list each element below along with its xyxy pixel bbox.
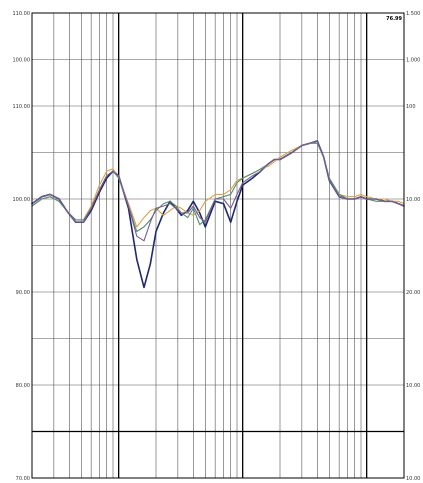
y-tick-label-right: 10.00 [406,197,420,203]
y-tick-label-left: 80.00 [16,383,30,389]
y-tick-label-right: 20.00 [406,290,420,296]
y-tick-label-right: 10.00 [406,476,420,482]
series-line-2 [31,142,405,228]
plot-frame [31,12,405,479]
y-tick-label-left: 110.00 [13,104,31,110]
y-tick-label-left: 100.00 [13,197,31,203]
corner-label: 76.99 [386,16,402,22]
tick-labels: 110.00 100.00 110.00 100.00 90.00 80.00 70.00 1… [13,11,421,482]
y-tick-label-right: 10.00 [406,383,420,389]
grid-major [32,13,404,478]
y-tick-label-left: 70.00 [16,476,30,482]
y-tick-label-right: 1.000 [406,58,420,64]
y-tick-label-right: 100 [406,104,416,110]
y-tick-label-left: 110.00 [13,11,31,17]
y-tick-label-left: 100.00 [13,58,31,64]
series-line-4 [31,140,405,242]
y-tick-label-right: 1.500 [406,11,420,17]
y-tick-label-left: 90.00 [16,290,30,296]
series-layer [31,140,405,289]
